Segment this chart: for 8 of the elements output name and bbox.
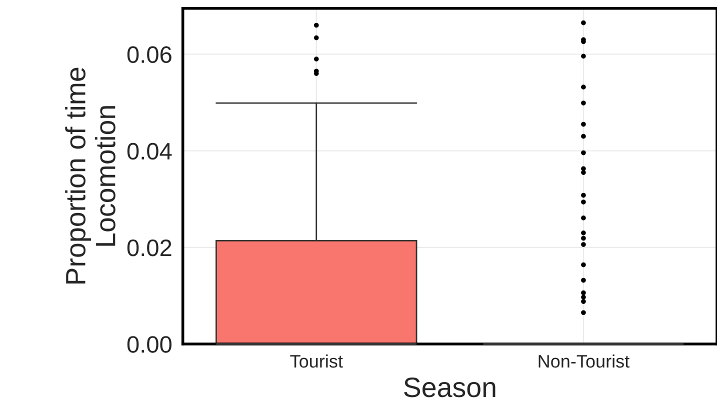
y-axis-title: Proportion of time Locomotion <box>65 68 116 284</box>
x-tick-label: Non-Tourist <box>538 354 630 368</box>
y-tick-label: 0.06 <box>127 46 172 64</box>
x-axis-title: Season <box>404 378 496 398</box>
y-tick-label: 0.04 <box>127 142 172 160</box>
x-tick-label: Tourist <box>290 354 343 368</box>
y-tick-label: 0.00 <box>127 336 172 353</box>
y-tick-label: 0.02 <box>127 239 172 256</box>
